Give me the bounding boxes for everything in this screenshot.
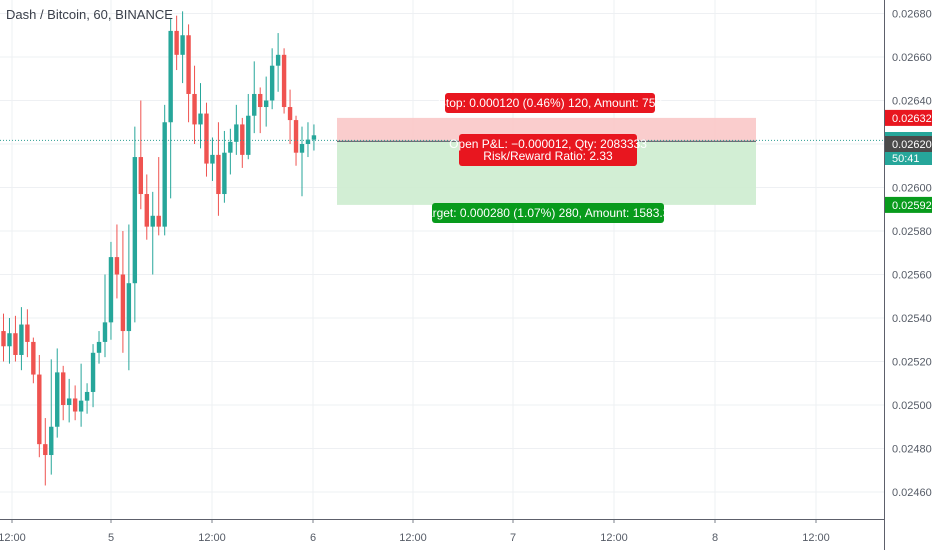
- symbol-title: Dash / Bitcoin, 60, BINANCE: [6, 7, 173, 22]
- candle-body: [299, 144, 305, 153]
- x-tick-label: 5: [108, 532, 114, 544]
- candle-body: [156, 215, 161, 227]
- target-price-tag-text: 0.025920: [892, 200, 932, 212]
- candle-body: [186, 35, 191, 94]
- candle-body: [281, 54, 287, 108]
- candle-body: [102, 322, 108, 342]
- candle-body: [269, 65, 275, 101]
- candle-body: [275, 54, 281, 66]
- y-tick-label: 0.026800: [892, 9, 932, 21]
- candle-body: [108, 257, 114, 323]
- candle-body: [263, 100, 269, 108]
- stop-price-tag-text: 0.026320: [892, 113, 932, 125]
- candle-body: [96, 341, 102, 353]
- target-price-tag-bg: [885, 196, 932, 213]
- candle-body: [192, 93, 197, 125]
- x-tick-label: 12:00: [802, 532, 830, 544]
- candle-body: [204, 113, 209, 164]
- last-price-tag-bg: [885, 136, 932, 152]
- candle-body: [7, 333, 12, 347]
- candle-body: [126, 283, 132, 332]
- pnl-label-text: Open P&L: −0.000012, Qty: 2083333: [449, 137, 647, 151]
- candle-body: [138, 157, 144, 195]
- candle-body: [305, 139, 311, 144]
- candle-body: [168, 30, 173, 123]
- candle-body: [72, 398, 78, 412]
- candle-body: [198, 113, 203, 125]
- candle-body: [114, 257, 120, 275]
- candle-body: [84, 391, 90, 401]
- x-tick-label: 7: [510, 532, 516, 544]
- x-tick-label: 12:00: [0, 532, 26, 544]
- candle-body: [311, 135, 317, 140]
- candle-body: [144, 194, 149, 227]
- candle-body: [37, 374, 42, 445]
- candle-body: [240, 124, 245, 155]
- candle-body: [252, 93, 257, 116]
- x-tick-label: 6: [310, 532, 316, 544]
- candle-body: [49, 426, 54, 456]
- bar-countdown-tag-text: 50:41: [892, 153, 920, 165]
- candle-body: [61, 372, 66, 405]
- candle-body: [55, 372, 60, 427]
- candle-body: [258, 93, 263, 108]
- candle-body: [210, 154, 215, 164]
- target-label-bg[interactable]: [432, 203, 664, 223]
- candle-body: [13, 333, 18, 355]
- stop-loss-zone[interactable]: [337, 117, 756, 142]
- stop-price-tag-bg: [885, 109, 932, 126]
- bar-countdown-tag-bg: [885, 151, 932, 165]
- candle-body: [31, 341, 36, 375]
- candle-body: [293, 120, 299, 153]
- candle-body: [90, 352, 96, 392]
- candle-body: [25, 324, 30, 342]
- pnl-label-bg[interactable]: [459, 134, 637, 166]
- stop-label-bg[interactable]: [445, 93, 655, 113]
- candle-body: [234, 124, 239, 142]
- x-tick-label: 8: [712, 532, 718, 544]
- candle-body: [1, 331, 6, 347]
- candle-body: [19, 324, 24, 355]
- candle-body: [174, 30, 179, 55]
- pnl-label-text: Risk/Reward Ratio: 2.33: [483, 149, 613, 163]
- candle-body: [180, 35, 185, 55]
- x-tick-label: 12:00: [198, 532, 226, 544]
- candle-body: [120, 274, 126, 332]
- candle-body: [246, 115, 251, 155]
- candle-body: [78, 400, 84, 412]
- stop-label-text: Stop: 0.000120 (0.46%) 120, Amount: 750: [438, 96, 662, 110]
- candle-body: [150, 215, 155, 227]
- candle-body: [287, 107, 293, 121]
- x-tick-label: 12:00: [600, 532, 628, 544]
- candle-body: [228, 141, 233, 153]
- target-label-text: Target: 0.000280 (1.07%) 280, Amount: 15…: [420, 206, 677, 220]
- candle-body: [66, 398, 72, 405]
- candle-body: [132, 157, 138, 284]
- candle-body: [162, 122, 167, 227]
- x-tick-label: 12:00: [399, 532, 427, 544]
- candle-body: [216, 154, 221, 195]
- candle-body: [43, 444, 48, 456]
- candle-body: [222, 152, 227, 195]
